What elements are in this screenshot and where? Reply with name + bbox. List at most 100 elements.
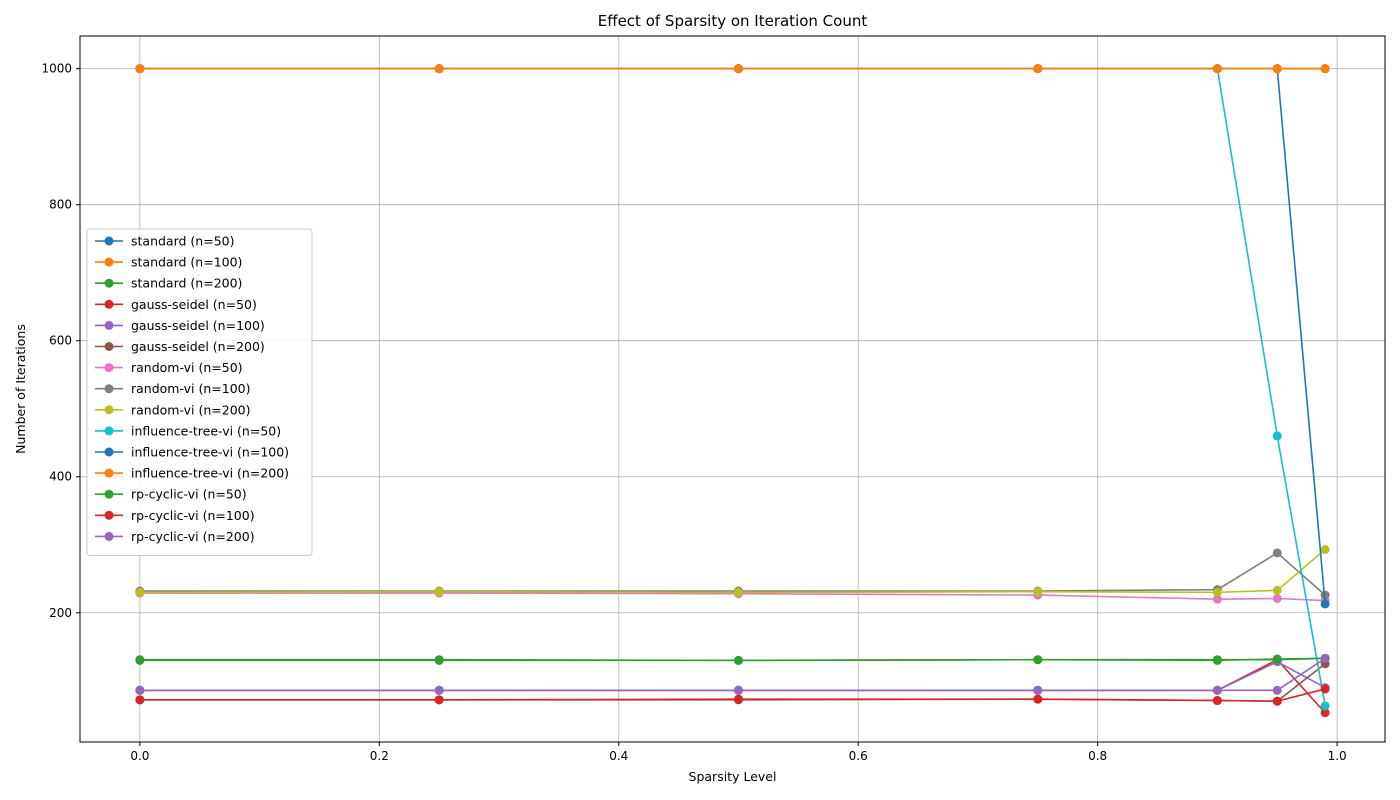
legend-label: standard (n=200) bbox=[131, 276, 242, 291]
legend-swatch-marker bbox=[104, 278, 114, 288]
data-point bbox=[1212, 685, 1222, 695]
legend-label: rp-cyclic-vi (n=50) bbox=[131, 487, 247, 502]
data-point bbox=[135, 655, 145, 665]
legend-item: influence-tree-vi (n=200) bbox=[95, 466, 289, 481]
data-point bbox=[1212, 64, 1222, 74]
y-axis: 200 400 600 800 1000 bbox=[41, 62, 80, 620]
data-point bbox=[1320, 653, 1330, 663]
data-point bbox=[1212, 696, 1222, 706]
legend-item: influence-tree-vi (n=100) bbox=[95, 445, 289, 460]
data-point bbox=[1320, 684, 1330, 694]
legend-label: gauss-seidel (n=50) bbox=[131, 297, 257, 312]
x-tick-label: 0.0 bbox=[130, 749, 149, 763]
data-point bbox=[1272, 64, 1282, 74]
series-line bbox=[139, 592, 1326, 602]
legend-label: influence-tree-vi (n=50) bbox=[131, 423, 281, 438]
data-point bbox=[1212, 587, 1222, 597]
y-tick-label: 800 bbox=[49, 198, 72, 212]
legend-swatch-marker bbox=[104, 447, 114, 457]
legend-label: standard (n=50) bbox=[131, 234, 234, 249]
data-point bbox=[733, 655, 743, 665]
legend-swatch-marker bbox=[104, 342, 114, 351]
chart-title: Effect of Sparsity on Iteration Count bbox=[598, 12, 868, 30]
legend-swatch-marker bbox=[104, 489, 114, 499]
legend-label: random-vi (n=50) bbox=[131, 360, 243, 375]
legend-swatch-marker bbox=[104, 299, 114, 309]
data-point bbox=[1033, 685, 1043, 695]
data-point bbox=[1033, 694, 1043, 704]
data-point bbox=[135, 64, 145, 74]
plot-frame bbox=[79, 35, 1386, 743]
series-line bbox=[139, 658, 1326, 714]
data-point bbox=[1320, 545, 1330, 555]
data-point bbox=[1320, 64, 1330, 74]
series-9 bbox=[135, 545, 1330, 597]
y-tick-label: 1000 bbox=[41, 62, 72, 76]
data-point bbox=[135, 685, 145, 695]
data-point bbox=[1272, 548, 1282, 558]
data-point bbox=[1033, 655, 1043, 665]
legend-item: rp-cyclic-vi (n=50) bbox=[95, 487, 247, 502]
legend-label: random-vi (n=200) bbox=[131, 402, 251, 417]
legend-swatch-marker bbox=[104, 363, 114, 373]
data-point bbox=[434, 695, 444, 705]
y-tick-label: 200 bbox=[49, 606, 72, 620]
series-line bbox=[139, 548, 1326, 594]
data-point bbox=[434, 685, 444, 695]
series-line bbox=[139, 551, 1326, 596]
legend-item: random-vi (n=100) bbox=[95, 381, 251, 396]
data-point bbox=[135, 587, 145, 597]
data-point bbox=[733, 694, 743, 704]
y-tick-label: 600 bbox=[49, 334, 72, 348]
legend-box bbox=[86, 228, 313, 556]
series-5 bbox=[135, 657, 1330, 695]
legend-label: standard (n=100) bbox=[131, 255, 242, 270]
series-line bbox=[139, 660, 1326, 692]
series-15 bbox=[135, 653, 1330, 695]
y-axis-label: Number of Iterations bbox=[13, 324, 28, 454]
legend-item: standard (n=50) bbox=[95, 234, 234, 249]
data-point bbox=[434, 64, 444, 74]
series-12 bbox=[135, 64, 1330, 74]
data-point bbox=[1212, 594, 1222, 604]
legend-item: standard (n=100) bbox=[95, 255, 242, 270]
legend-swatch-marker bbox=[104, 257, 114, 267]
data-point bbox=[733, 685, 743, 695]
data-point bbox=[1212, 655, 1222, 665]
legend-swatch-marker bbox=[104, 405, 114, 415]
data-point bbox=[733, 587, 743, 597]
data-point bbox=[1272, 654, 1282, 664]
series-10 bbox=[135, 64, 1330, 711]
x-axis-label: Sparsity Level bbox=[689, 769, 777, 784]
data-point bbox=[1033, 64, 1043, 74]
series-line bbox=[139, 67, 1326, 605]
data-point bbox=[1272, 696, 1282, 706]
legend-label: gauss-seidel (n=200) bbox=[131, 339, 265, 354]
data-point bbox=[434, 655, 444, 665]
legend-swatch-marker bbox=[104, 236, 114, 246]
data-point bbox=[135, 695, 145, 705]
data-point bbox=[1320, 599, 1330, 609]
legend: standard (n=50) standard (n=100) standard … bbox=[86, 228, 313, 556]
legend-item: standard (n=200) bbox=[95, 276, 242, 291]
series-14 bbox=[135, 684, 1330, 706]
data-point bbox=[1272, 431, 1282, 441]
legend-item: gauss-seidel (n=200) bbox=[95, 339, 265, 354]
legend-item: random-vi (n=50) bbox=[95, 360, 243, 375]
legend-item: gauss-seidel (n=100) bbox=[95, 318, 265, 333]
legend-swatch-marker bbox=[104, 384, 114, 394]
series-line bbox=[139, 657, 1326, 692]
legend-item: rp-cyclic-vi (n=100) bbox=[95, 508, 255, 523]
legend-label: rp-cyclic-vi (n=100) bbox=[131, 508, 255, 523]
series-11 bbox=[135, 64, 1330, 609]
x-tick-label: 1.0 bbox=[1328, 749, 1347, 763]
legend-item: rp-cyclic-vi (n=200) bbox=[95, 529, 255, 544]
data-point bbox=[1033, 587, 1043, 597]
y-tick-label: 400 bbox=[49, 470, 72, 484]
legend-swatch-marker bbox=[104, 320, 114, 330]
x-axis: 0.0 0.2 0.4 0.6 0.8 1.0 bbox=[130, 742, 1347, 763]
legend-label: influence-tree-vi (n=200) bbox=[131, 466, 289, 481]
legend-swatch-marker bbox=[104, 468, 114, 478]
legend-label: rp-cyclic-vi (n=200) bbox=[131, 529, 255, 544]
